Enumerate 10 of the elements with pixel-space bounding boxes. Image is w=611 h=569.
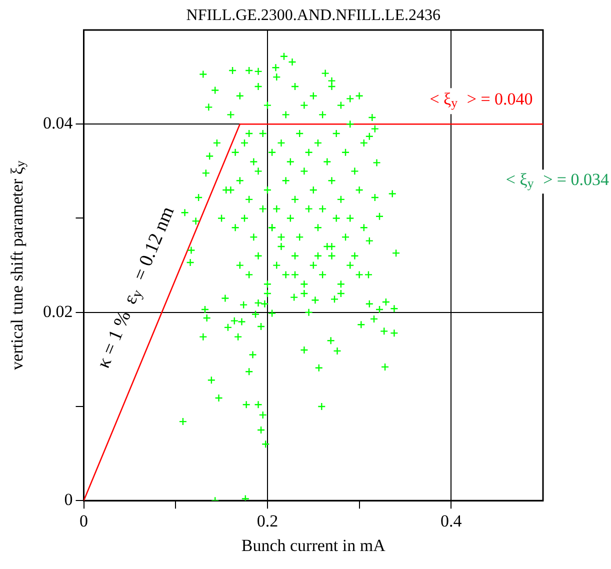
y-axis-title: vertical tune shift parameter ξy — [7, 160, 28, 370]
x-tick-label: 0.4 — [440, 511, 462, 530]
y-tick-label: 0.02 — [43, 302, 73, 321]
x-axis-title: Bunch current in mA — [241, 536, 386, 556]
y-tick-label: 0.04 — [43, 114, 74, 133]
x-tick-label: 0.2 — [256, 511, 278, 530]
chart-title: NFILL.GE.2300.AND.NFILL.LE.2436 — [186, 7, 440, 24]
annotation: κ = 1 % εy = 0.12 nm — [93, 204, 179, 372]
x-tick-label: 0 — [80, 511, 88, 530]
y-tick-label: 0 — [64, 490, 73, 510]
